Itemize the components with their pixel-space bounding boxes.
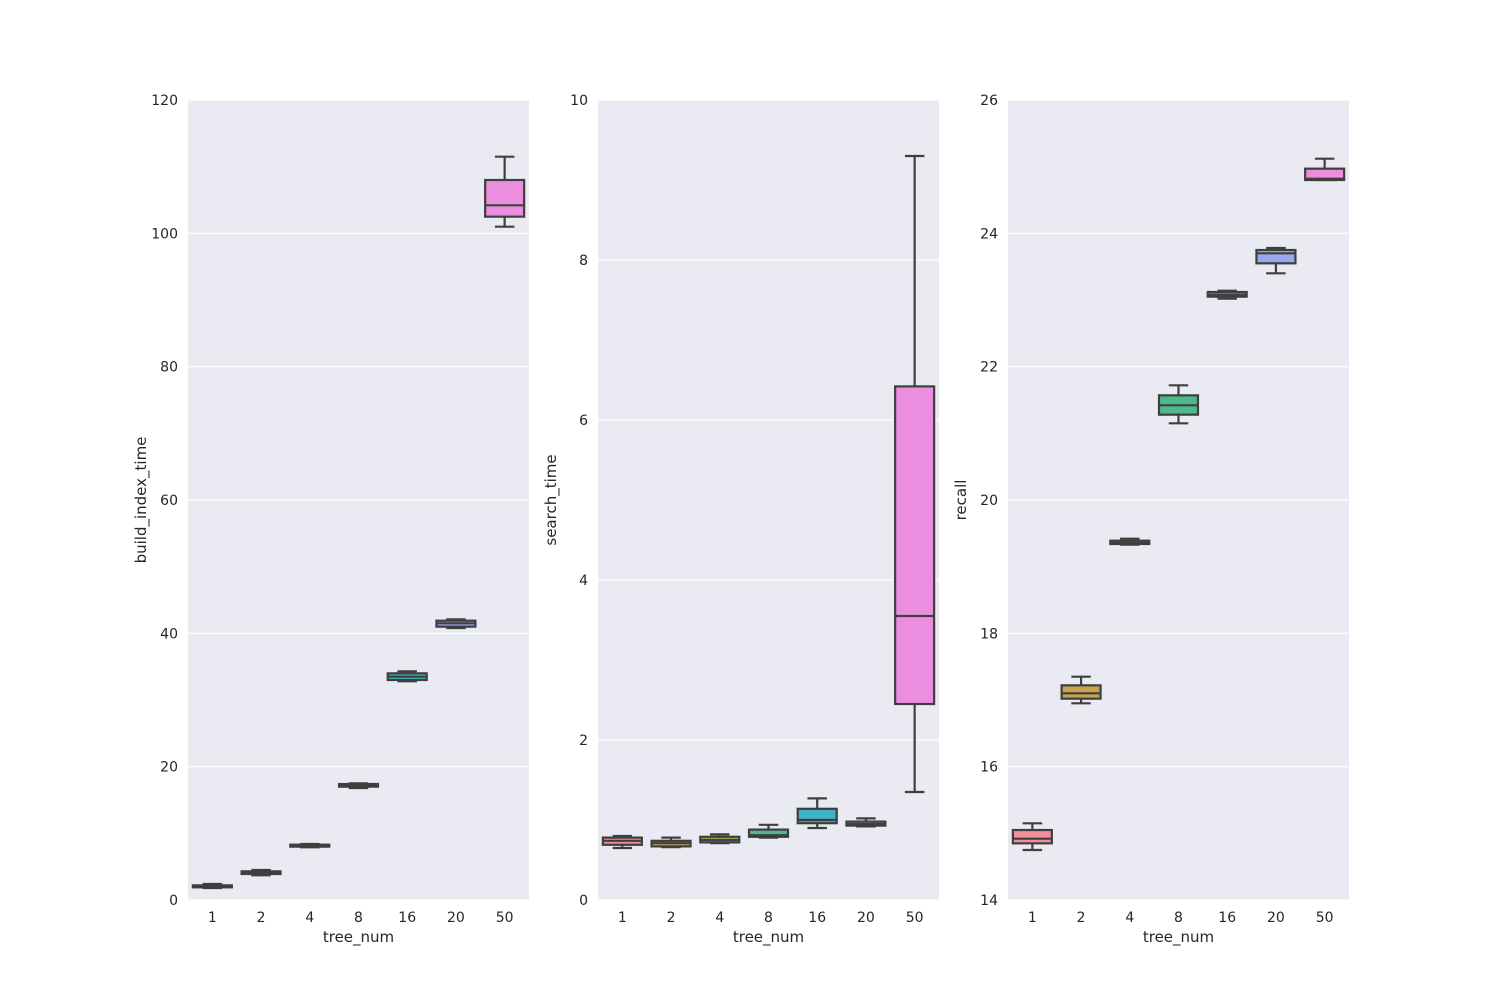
y-tick-label: 26 [980, 93, 998, 109]
x-tick-label: 20 [1267, 910, 1285, 926]
y-axis-label: build_index_time [132, 437, 151, 564]
box-4 [289, 842, 331, 849]
x-tick-label: 20 [857, 910, 875, 926]
y-tick-label: 6 [579, 413, 588, 429]
y-axis-label: recall [952, 480, 970, 521]
y-tick-label: 4 [579, 573, 588, 589]
box-8 [337, 782, 380, 790]
y-tick-label: 60 [160, 493, 178, 509]
y-tick-label: 100 [151, 226, 178, 242]
y-tick-label: 16 [980, 760, 998, 776]
y-tick-label: 24 [980, 226, 998, 242]
x-tick-label: 4 [305, 910, 314, 926]
box-1 [191, 882, 233, 890]
box-50 [484, 155, 526, 228]
x-tick-label: 8 [1174, 910, 1183, 926]
iqr-box [1060, 684, 1102, 700]
y-tick-label: 0 [169, 893, 178, 909]
x-tick-label: 4 [715, 910, 724, 926]
y-tick-label: 20 [980, 493, 998, 509]
y-tick-label: 2 [579, 733, 588, 749]
x-tick-label: 50 [906, 910, 924, 926]
box-8 [1157, 384, 1200, 425]
box-16 [386, 670, 428, 683]
x-tick-label: 1 [1028, 910, 1037, 926]
x-tick-label: 20 [447, 910, 465, 926]
x-tick-label: 2 [257, 910, 266, 926]
y-tick-label: 14 [980, 893, 998, 909]
y-tick-label: 0 [579, 893, 588, 909]
y-tick-label: 40 [160, 626, 178, 642]
x-tick-label: 2 [1077, 910, 1086, 926]
box-16 [796, 797, 838, 830]
x-tick-label: 2 [667, 910, 676, 926]
x-tick-label: 16 [1218, 910, 1236, 926]
x-tick-label: 8 [354, 910, 363, 926]
x-tick-label: 1 [208, 910, 217, 926]
x-tick-label: 50 [1316, 910, 1334, 926]
box-1 [1011, 822, 1053, 852]
y-tick-label: 80 [160, 360, 178, 376]
x-tick-label: 4 [1125, 910, 1134, 926]
box-50 [1304, 157, 1346, 182]
build-index-time-panel: 0 20 40 60 80 100 120 1 2 4 8 16 20 50 tree_num build_i… [132, 93, 529, 947]
plot-background [598, 100, 939, 900]
box-8 [747, 823, 790, 839]
box-2 [240, 868, 282, 877]
box-4 [699, 833, 741, 845]
x-tick-label: 1 [618, 910, 627, 926]
y-tick-label: 22 [980, 360, 998, 376]
iqr-box [894, 385, 936, 706]
x-tick-label: 16 [808, 910, 826, 926]
iqr-box [1255, 248, 1297, 265]
box-50 [894, 154, 936, 794]
box-16 [1206, 289, 1248, 300]
box-20 [435, 618, 477, 630]
iqr-box [484, 178, 526, 218]
y-tick-label: 10 [570, 93, 588, 109]
box-20 [1255, 246, 1297, 275]
box-4 [1109, 537, 1151, 546]
box-2 [650, 836, 692, 849]
iqr-box [1304, 167, 1346, 182]
iqr-box [1011, 828, 1053, 845]
box-20 [845, 817, 887, 828]
x-tick-label: 16 [398, 910, 416, 926]
x-tick-label: 50 [496, 910, 514, 926]
x-tick-label: 8 [764, 910, 773, 926]
x-axis-label: tree_num [733, 928, 804, 947]
y-tick-label: 20 [160, 760, 178, 776]
y-tick-label: 8 [579, 253, 588, 269]
iqr-box [747, 828, 790, 838]
y-tick-label: 120 [151, 93, 178, 109]
y-axis-label: search_time [542, 454, 561, 545]
y-tick-label: 18 [980, 626, 998, 642]
x-axis-label: tree_num [1143, 928, 1214, 947]
box-2 [1060, 675, 1102, 705]
box-1 [601, 834, 643, 850]
x-axis-label: tree_num [323, 928, 394, 947]
